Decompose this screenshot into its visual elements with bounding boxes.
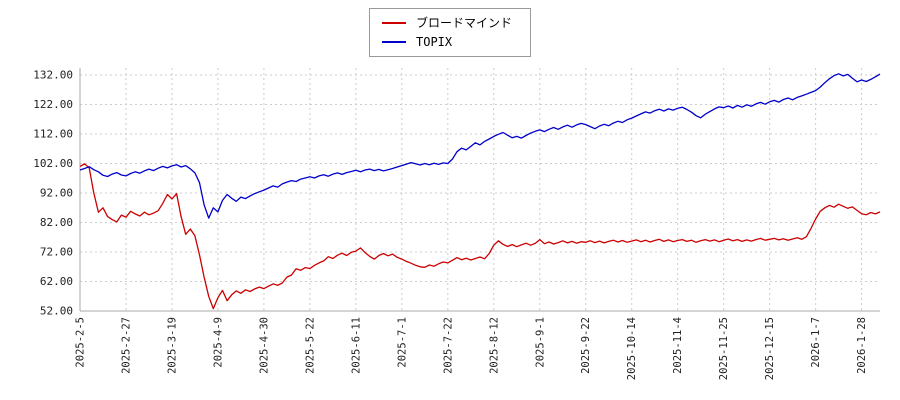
x-tick-label: 2025-2-27 [120, 317, 132, 374]
legend-line-sample-red [381, 22, 406, 24]
y-tick-label: 62.00 [40, 275, 73, 288]
x-tick-label: 2025-11-25 [718, 317, 730, 380]
y-tick-label: 72.00 [40, 246, 73, 259]
x-tick-label: 2026-1-28 [856, 317, 868, 374]
x-tick-label: 2025-4-30 [258, 317, 270, 374]
x-tick-label: 2025-10-14 [626, 317, 638, 380]
legend-item-broadmind: ブロードマインド [381, 16, 513, 30]
x-tick-label: 2025-7-1 [396, 317, 408, 368]
series-line-broadmind [79, 163, 881, 310]
y-tick-label: 52.00 [40, 305, 73, 318]
x-tick-label: 2025-11-4 [672, 317, 684, 374]
legend-label-topix: TOPIX [415, 35, 453, 49]
y-tick-label: 122.00 [33, 98, 73, 111]
x-tick-label: 2025-9-22 [580, 317, 592, 374]
x-tick-label: 2025-7-22 [442, 317, 454, 374]
x-tick-label: 2025-5-22 [304, 317, 316, 374]
legend: ブロードマインド TOPIX [368, 8, 532, 57]
legend-item-topix: TOPIX [381, 35, 512, 49]
x-tick-label: 2025-6-11 [350, 317, 362, 374]
x-tick-label: 2025-12-15 [764, 317, 776, 380]
x-tick-label: 2026-1-7 [810, 317, 822, 368]
y-tick-label: 132.00 [33, 69, 73, 82]
x-tick-label: 2025-2-5 [75, 317, 87, 368]
x-tick-label: 2025-3-19 [166, 317, 178, 374]
y-tick-label: 92.00 [40, 187, 73, 200]
legend-label-broadmind: ブロードマインド [415, 16, 513, 30]
y-tick-label: 82.00 [40, 216, 73, 229]
legend-line-sample-blue [381, 41, 406, 43]
x-tick-label: 2025-8-12 [488, 317, 500, 374]
x-tick-label: 2025-4-9 [212, 317, 224, 368]
x-tick-label: 2025-9-1 [534, 317, 546, 368]
series-line-topix [79, 73, 881, 219]
y-tick-label: 102.00 [33, 157, 73, 170]
y-tick-label: 112.00 [33, 128, 73, 141]
